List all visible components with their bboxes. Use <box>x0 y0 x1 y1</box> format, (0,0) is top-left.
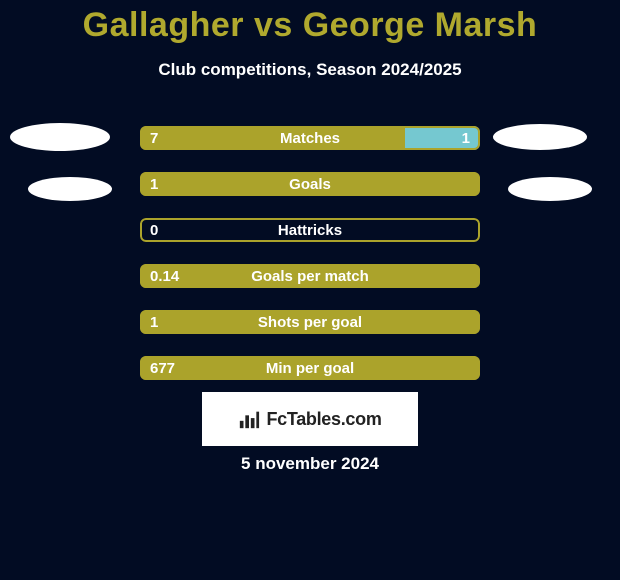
page-title: Gallagher vs George Marsh <box>0 6 620 45</box>
bars-icon <box>238 408 260 430</box>
decorative-ellipse <box>28 177 112 201</box>
stat-row: 1Goals <box>140 172 480 196</box>
decorative-ellipse <box>493 124 587 150</box>
logo-text: FcTables.com <box>266 409 381 430</box>
stat-bars: 71Matches 1Goals 0Hattricks 0.14Goals per m… <box>140 126 480 402</box>
decorative-ellipse <box>508 177 592 201</box>
stat-row: 677Min per goal <box>140 356 480 380</box>
comparison-infographic: Gallagher vs George Marsh Club competiti… <box>0 0 620 580</box>
stat-label: Hattricks <box>140 218 480 242</box>
stat-label: Goals <box>140 172 480 196</box>
footer-date: 5 november 2024 <box>0 454 620 474</box>
logo-badge: FcTables.com <box>202 392 418 446</box>
stat-row: 71Matches <box>140 126 480 150</box>
stat-label: Matches <box>140 126 480 150</box>
page-subtitle: Club competitions, Season 2024/2025 <box>0 60 620 80</box>
stat-label: Min per goal <box>140 356 480 380</box>
stat-label: Goals per match <box>140 264 480 288</box>
decorative-ellipse <box>10 123 110 151</box>
stat-label: Shots per goal <box>140 310 480 334</box>
stat-row: 0.14Goals per match <box>140 264 480 288</box>
stat-row: 0Hattricks <box>140 218 480 242</box>
stat-row: 1Shots per goal <box>140 310 480 334</box>
